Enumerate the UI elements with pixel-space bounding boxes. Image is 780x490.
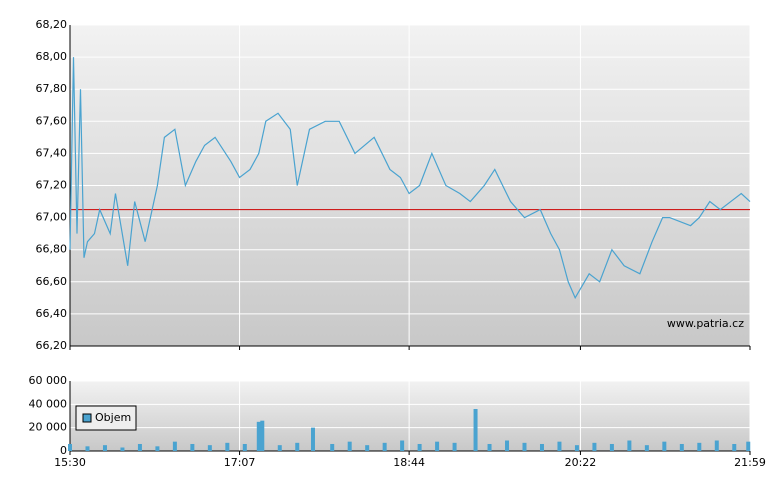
y-tick-label: 66,20: [36, 339, 68, 352]
y-tick-label: 67,80: [36, 82, 68, 95]
volume-bar: [102, 445, 107, 451]
volume-bar: [592, 442, 597, 451]
y-tick-label: 0: [60, 444, 67, 457]
volume-bar: [714, 440, 719, 451]
y-tick-label: 67,40: [36, 146, 68, 159]
y-tick-label: 40 000: [29, 397, 68, 410]
volume-bar: [347, 441, 352, 451]
volume-bar: [732, 444, 737, 451]
y-tick-label: 68,20: [36, 18, 68, 31]
volume-bar: [382, 442, 387, 451]
x-tick-label: 20:22: [565, 456, 597, 469]
volume-bar: [473, 409, 478, 451]
volume-bar: [85, 446, 90, 451]
volume-bar: [207, 445, 212, 451]
volume-bar: [172, 441, 177, 451]
plot-area: [70, 381, 750, 451]
volume-bar: [277, 445, 282, 451]
x-tick-label: 18:44: [393, 456, 425, 469]
volume-bar: [330, 444, 335, 451]
volume-bar: [260, 420, 265, 451]
volume-bar: [487, 444, 492, 451]
annotation: www.patria.cz: [667, 317, 744, 330]
y-tick-label: 66,80: [36, 243, 68, 256]
volume-bar: [627, 440, 632, 451]
volume-bar: [310, 427, 315, 451]
y-tick-label: 66,60: [36, 275, 68, 288]
legend-swatch: [82, 413, 92, 423]
y-tick-label: 67,20: [36, 179, 68, 192]
volume-bar: [746, 441, 751, 451]
volume-bar: [574, 445, 579, 451]
legend: Objem: [75, 405, 137, 431]
volume-bar: [522, 442, 527, 451]
y-tick-label: 20 000: [29, 421, 68, 434]
x-tick-label: 21:59: [734, 456, 766, 469]
volume-bar: [452, 442, 457, 451]
volume-bar: [644, 445, 649, 451]
volume-bar: [365, 445, 370, 451]
volume-bar: [155, 446, 160, 451]
volume-bar: [557, 441, 562, 451]
volume-bar: [697, 442, 702, 451]
price-line: [69, 57, 751, 300]
volume-bar: [539, 444, 544, 451]
volume-bar: [400, 440, 405, 451]
volume-bar: [662, 441, 667, 451]
y-tick-label: 67,60: [36, 114, 68, 127]
y-tick-label: 67,00: [36, 211, 68, 224]
volume-bar: [417, 444, 422, 451]
volume-bar: [505, 440, 510, 451]
legend-label: Objem: [95, 411, 131, 424]
volume-bar: [137, 444, 142, 451]
volume-bar: [295, 442, 300, 451]
volume-bar: [256, 421, 261, 451]
volume-bar: [190, 444, 195, 451]
x-tick-label: 17:07: [224, 456, 256, 469]
volume-bar: [120, 447, 125, 451]
x-tick-label: 15:30: [54, 456, 86, 469]
volume-bar: [435, 441, 440, 451]
volume-bar: [242, 444, 247, 451]
volume-bar: [679, 444, 684, 451]
volume-bar: [68, 444, 72, 451]
y-tick-label: 68,00: [36, 50, 68, 63]
volume-bar: [609, 444, 614, 451]
volume-bar: [225, 442, 230, 451]
y-tick-label: 60 000: [29, 374, 68, 387]
y-tick-label: 66,40: [36, 307, 68, 320]
